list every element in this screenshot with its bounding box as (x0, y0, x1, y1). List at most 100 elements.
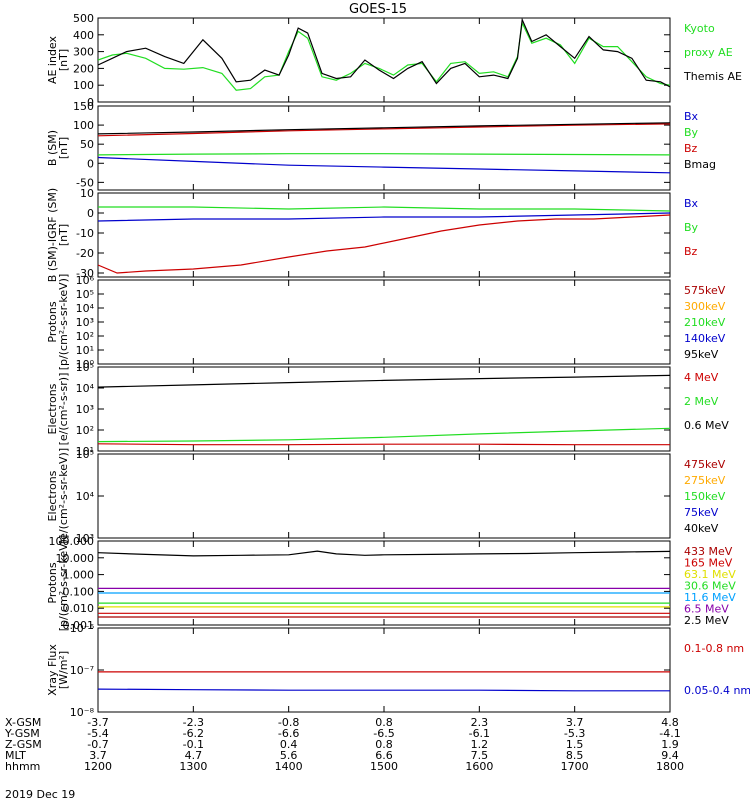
y-tick-label: 10¹ (76, 445, 94, 458)
y-tick-label: 10¹ (76, 344, 94, 357)
footer-row-label: Y-GSM (4, 727, 40, 740)
footer-value: 1400 (275, 760, 303, 773)
footer-value: -5.4 (87, 727, 108, 740)
y-tick-label: 10² (76, 424, 94, 437)
footer-value: 1500 (370, 760, 398, 773)
y-tick-label: 0 (87, 207, 94, 220)
series-0-05-0-4-nm (98, 688, 670, 692)
y-tick-label: 10⁻⁶ (70, 622, 95, 635)
panel-frame (97, 17, 671, 103)
panel-5: 10³ 10⁴ 10⁵ Electrons[e/(cm²-s-sr-keV)] 475k… (46, 448, 726, 545)
series-themis-ae (98, 18, 670, 88)
footer-value: 1700 (561, 760, 589, 773)
panel-4: 10¹ 10² 10³ 10⁴ 10⁵ Electrons[e/(cm²-s-sr)] 4 … (46, 361, 729, 458)
footer-row-label: X-GSM (5, 716, 41, 729)
y-tick-label: -10 (76, 227, 94, 240)
footer-row-label: MLT (5, 749, 26, 762)
series-kyoto-proxy-ae (98, 20, 670, 91)
series-bmag (98, 122, 670, 135)
y-tick-label: 10³ (76, 403, 94, 416)
y-tick-label: 0 (87, 157, 94, 170)
y-tick-label: 10⁴ (76, 382, 95, 395)
footer-value: -0.8 (278, 716, 299, 729)
panel-frame (97, 105, 671, 191)
y-tick-label: -30 (76, 267, 94, 280)
footer-value: 3.7 (89, 749, 107, 762)
panel-2: -30 -20 -10 0 10 B (SM)-IGRF (SM)[nT] Bx By Bz (46, 187, 699, 282)
legend-entry: proxy AE (684, 46, 733, 59)
footer-value: -6.6 (278, 727, 299, 740)
footer-value: 1.2 (471, 738, 489, 751)
series-4-mev (98, 443, 670, 446)
footer-value: 5.6 (280, 749, 298, 762)
y-tick-label: 10⁵ (76, 361, 94, 374)
y-axis-label: Xray Flux (46, 644, 59, 696)
legend-entry: 575keV (684, 284, 726, 297)
legend-entry: Bmag (684, 158, 716, 171)
legend-entry: 40keV (684, 522, 719, 535)
panel-0: 0 100 200 300 400 500 AE index[nT] Kyoto proxy A… (46, 12, 742, 109)
y-tick-label: 10⁶ (76, 274, 95, 287)
y-axis-label: B (SM)-IGRF (SM) (46, 188, 59, 282)
y-tick-label: 0.010 (63, 602, 95, 615)
legend-entry: 95keV (684, 348, 719, 361)
footer-value: 0.8 (375, 738, 393, 751)
y-tick-label: 0.001 (63, 619, 95, 632)
footer-value: -0.7 (87, 738, 108, 751)
y-tick-label: 100 (73, 119, 94, 132)
panel-frame (97, 279, 671, 365)
footer-value: 1800 (656, 760, 684, 773)
footer-value: 2.3 (471, 716, 489, 729)
footer-value: 4.7 (185, 749, 203, 762)
footer-value: 6.6 (375, 749, 393, 762)
footer-value: 1.5 (566, 738, 584, 751)
y-axis-label: Protons (46, 301, 59, 342)
panel-3: 10⁰10¹10²10³10⁴10⁵10⁶Protons[p/(cm²-s-sr… (46, 274, 726, 371)
series-2-mev (98, 427, 670, 443)
legend-entry: 4 MeV (684, 371, 719, 384)
legend-entry: 475keV (684, 458, 726, 471)
y-tick-label: 10³ (76, 316, 94, 329)
footer-value: -6.1 (469, 727, 490, 740)
panel-7: 10⁻⁸ 10⁻⁷ 10⁻⁶ Xray Flux[W/m²] 0.1-0.8 nm 0.0… (46, 622, 750, 719)
orbit-footer: X-GSM -3.7 -2.3 -0.8 0.8 2.3 3.7 4.8 Y-GSM -5.4 -6… (4, 716, 684, 773)
legend-entry: 0.6 MeV (684, 419, 729, 432)
legend-entry: 300keV (684, 300, 726, 313)
footer-value: -4.1 (659, 727, 680, 740)
y-axis-label: [p/(cm²-s-sr-keV)] (57, 274, 70, 371)
panel-frame (97, 366, 671, 452)
y-axis-label: [W/m²] (57, 651, 70, 689)
y-axis-label: [e/(cm²-s-sr-keV)] (57, 448, 70, 544)
y-tick-label: 200 (73, 62, 94, 75)
legend-entry: 30.6 MeV (684, 580, 736, 593)
y-axis-label: Protons (46, 562, 59, 603)
footer-value: 1300 (179, 760, 207, 773)
series-2-5-mev (98, 550, 670, 557)
legend-entry: 0.1-0.8 nm (684, 642, 744, 655)
y-tick-label: 10³ (76, 532, 94, 545)
y-axis-label: [nT] (57, 49, 70, 71)
footer-row-label: Z-GSM (5, 738, 42, 751)
legend-entry: Bx (684, 110, 699, 123)
footer-value: -0.1 (183, 738, 204, 751)
panel-frame (97, 627, 671, 713)
y-tick-label: 150 (73, 100, 94, 113)
footer-value: 1600 (465, 760, 493, 773)
footer-value: -3.7 (87, 716, 108, 729)
y-tick-label: 10⁰ (76, 358, 95, 371)
y-tick-label: 10² (76, 330, 94, 343)
figure-title: GOES-15 (349, 2, 407, 17)
y-tick-label: 10.000 (56, 552, 95, 565)
footer-value: -6.2 (183, 727, 204, 740)
panel-frame (97, 540, 671, 626)
legend-entry: Kyoto (684, 22, 715, 35)
y-tick-label: 300 (73, 46, 94, 59)
y-tick-label: 10⁴ (76, 490, 95, 503)
footer-value: -5.3 (564, 727, 585, 740)
legend-entry: Bz (684, 245, 698, 258)
legend-entry: Themis AE (683, 70, 742, 83)
panel-1: -50 0 50 100 150 B (SM)[nT] Bx By Bz Bmag (46, 100, 716, 191)
series-by (98, 206, 670, 212)
y-tick-label: 10⁵ (76, 288, 94, 301)
